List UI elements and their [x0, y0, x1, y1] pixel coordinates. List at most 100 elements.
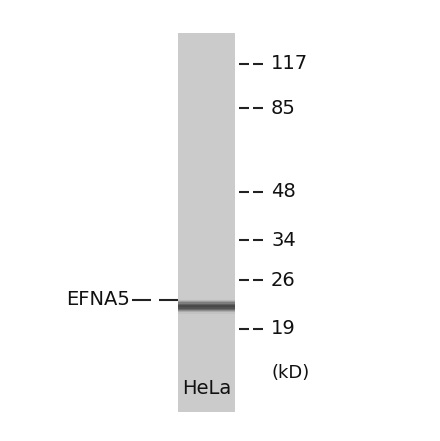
Bar — [178, 335, 235, 336]
Bar — [178, 97, 235, 99]
Bar — [178, 64, 235, 65]
Bar — [178, 355, 235, 357]
Bar — [178, 168, 235, 170]
Bar — [178, 93, 235, 94]
Bar — [178, 358, 235, 359]
Bar — [178, 278, 235, 280]
Bar — [178, 235, 235, 237]
Bar — [178, 55, 235, 56]
Bar — [178, 237, 235, 238]
Bar — [178, 276, 235, 277]
Text: EFNA5: EFNA5 — [66, 290, 130, 310]
Bar — [178, 362, 235, 363]
Bar — [178, 393, 235, 395]
Bar — [178, 41, 235, 42]
Bar — [178, 372, 235, 373]
Bar — [178, 313, 235, 314]
Bar — [178, 84, 235, 85]
Bar — [178, 208, 235, 209]
Bar — [178, 307, 235, 309]
Bar — [178, 118, 235, 119]
Bar — [178, 311, 235, 313]
Bar — [178, 182, 235, 183]
Bar — [178, 77, 235, 78]
Bar — [178, 357, 235, 358]
Bar — [178, 153, 235, 154]
Bar — [178, 247, 235, 248]
Bar — [178, 344, 235, 345]
Bar — [178, 52, 235, 53]
Bar — [178, 204, 235, 205]
Bar — [178, 95, 235, 96]
Bar — [178, 299, 235, 300]
Bar — [178, 385, 235, 386]
Bar — [178, 164, 235, 166]
Bar — [178, 405, 235, 406]
Bar — [178, 301, 235, 303]
Bar — [178, 378, 235, 379]
Bar — [178, 248, 235, 249]
Bar — [178, 53, 235, 55]
Bar — [178, 110, 235, 112]
Bar — [178, 70, 235, 71]
Bar — [178, 411, 235, 412]
Bar — [178, 206, 235, 208]
Bar — [178, 200, 235, 201]
Bar — [178, 91, 235, 93]
Bar — [178, 389, 235, 391]
Bar — [178, 74, 235, 75]
Bar — [178, 306, 235, 307]
Text: 48: 48 — [271, 182, 296, 202]
Bar — [178, 132, 235, 133]
Bar — [178, 282, 235, 284]
Bar — [178, 320, 235, 321]
Text: 26: 26 — [271, 270, 296, 290]
Bar — [178, 398, 235, 400]
Bar — [178, 359, 235, 360]
Bar — [178, 141, 235, 142]
Bar — [178, 218, 235, 219]
Bar — [178, 310, 235, 311]
Bar — [178, 269, 235, 271]
Bar — [178, 284, 235, 286]
Bar — [178, 45, 235, 46]
Bar — [178, 154, 235, 156]
Bar — [178, 137, 235, 138]
Bar — [178, 221, 235, 223]
Bar — [178, 404, 235, 405]
Bar — [178, 268, 235, 269]
Bar — [178, 368, 235, 370]
Bar — [178, 288, 235, 290]
Bar — [178, 354, 235, 355]
Bar — [178, 125, 235, 127]
Bar — [178, 224, 235, 225]
Bar — [178, 76, 235, 77]
Bar — [178, 376, 235, 377]
Bar — [178, 318, 235, 319]
Bar — [178, 314, 235, 315]
Bar — [178, 395, 235, 396]
Bar — [178, 383, 235, 385]
Bar — [178, 42, 235, 43]
Bar — [178, 163, 235, 164]
Bar — [178, 229, 235, 230]
Bar — [178, 294, 235, 295]
Bar — [178, 407, 235, 408]
Bar — [178, 173, 235, 175]
Bar — [178, 316, 235, 318]
Bar — [178, 131, 235, 132]
Bar — [178, 142, 235, 143]
Bar — [178, 386, 235, 387]
Bar — [178, 233, 235, 234]
Bar — [178, 37, 235, 38]
Bar — [178, 205, 235, 206]
Bar — [178, 119, 235, 120]
Bar — [178, 123, 235, 124]
Bar — [178, 116, 235, 118]
Bar — [178, 292, 235, 294]
Bar — [178, 381, 235, 382]
Bar — [178, 246, 235, 247]
Bar — [178, 66, 235, 67]
Bar — [178, 75, 235, 76]
Bar — [178, 104, 235, 105]
